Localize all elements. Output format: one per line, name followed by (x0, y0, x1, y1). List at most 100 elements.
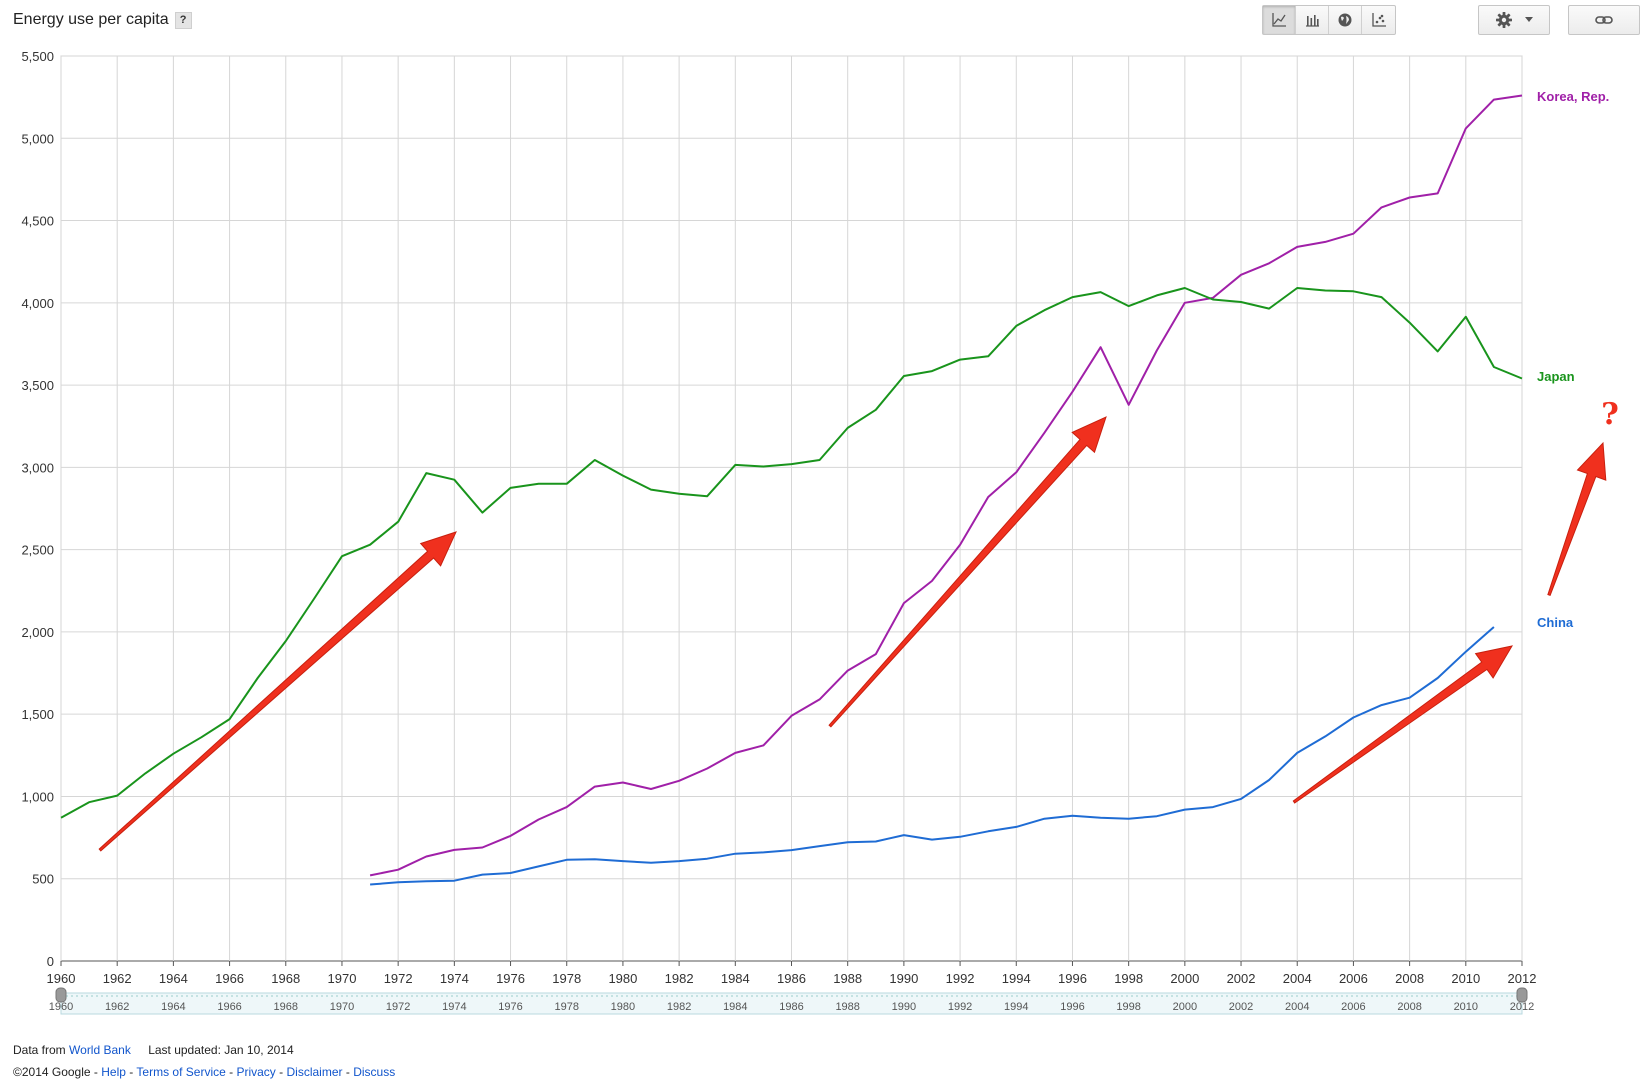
separator: - (279, 1065, 284, 1079)
x-tick-label: 1978 (552, 971, 581, 986)
privacy-link[interactable]: Privacy (236, 1065, 276, 1079)
timeline-tick-label: 2000 (1173, 1001, 1197, 1013)
x-tick-label: 2008 (1395, 971, 1424, 986)
separator: - (93, 1065, 98, 1079)
x-tick-label: 1996 (1058, 971, 1087, 986)
scatter-button[interactable] (1362, 6, 1395, 34)
disclaimer-link[interactable]: Disclaimer (286, 1065, 343, 1079)
timeline-tick-label: 2004 (1285, 1001, 1309, 1013)
timeline-tick-label: 1998 (1116, 1001, 1140, 1013)
help-button[interactable]: ? (174, 11, 192, 29)
x-tick-label: 1970 (328, 971, 357, 986)
separator: - (229, 1065, 234, 1079)
globe-icon (1338, 13, 1352, 27)
timeline-end-handle[interactable] (1516, 987, 1528, 1003)
series-label-china: China (1537, 615, 1574, 630)
bar-chart-button[interactable] (1296, 6, 1329, 34)
chart-header: Energy use per capita ? (13, 11, 192, 29)
gear-icon (1496, 12, 1512, 28)
separator: - (129, 1065, 134, 1079)
discuss-link[interactable]: Discuss (353, 1065, 396, 1079)
help-link[interactable]: Help (101, 1065, 126, 1079)
timeline-tick-label: 1984 (723, 1001, 747, 1013)
terms-link[interactable]: Terms of Service (136, 1065, 226, 1079)
x-tick-label: 1992 (946, 971, 975, 986)
x-tick-label: 1966 (215, 971, 244, 986)
timeline-tick-label: 2012 (1510, 1001, 1534, 1013)
timeline-tick-label: 1976 (498, 1001, 522, 1013)
x-tick-label: 2012 (1508, 971, 1537, 986)
timeline-tick-label: 1964 (161, 1001, 185, 1013)
timeline-tick-label: 1982 (667, 1001, 691, 1013)
timeline-tick-label: 1996 (1060, 1001, 1084, 1013)
line-chart-icon (1272, 13, 1286, 27)
timeline-start-handle[interactable] (55, 987, 67, 1003)
x-tick-label: 2000 (1170, 971, 1199, 986)
x-tick-label: 1960 (47, 971, 76, 986)
series-label-korea: Korea, Rep. (1537, 89, 1609, 104)
x-tick-label: 1968 (271, 971, 300, 986)
separator: - (345, 1065, 350, 1079)
link-button[interactable] (1568, 5, 1640, 35)
timeline-tick-label: 1986 (779, 1001, 803, 1013)
y-tick-label: 5,000 (21, 131, 54, 146)
x-tick-label: 1990 (889, 971, 918, 986)
annotation-question-mark: ? (1601, 397, 1619, 432)
series-label-japan: Japan (1537, 369, 1575, 384)
timeline-tick-label: 1962 (105, 1001, 129, 1013)
timeline-tick-label: 2002 (1229, 1001, 1253, 1013)
timeline-tick-label: 1990 (892, 1001, 916, 1013)
x-tick-label: 1984 (721, 971, 750, 986)
y-tick-label: 3,500 (21, 378, 54, 393)
timeline-tick-label: 1968 (274, 1001, 298, 1013)
x-tick-label: 1998 (1114, 971, 1143, 986)
timeline-tick-label: 1980 (611, 1001, 635, 1013)
annotation-arrow-china (1292, 645, 1514, 804)
timeline-tick-label: 2008 (1397, 1001, 1421, 1013)
x-tick-label: 1964 (159, 971, 188, 986)
x-tick-label: 2010 (1451, 971, 1480, 986)
y-tick-label: 2,000 (21, 625, 54, 640)
copyright-text: ©2014 Google (13, 1065, 91, 1079)
timeline-tick-label: 1992 (948, 1001, 972, 1013)
data-from-text: Data from (13, 1043, 66, 1057)
y-tick-label: 4,000 (21, 296, 54, 311)
timeline-tick-label: 1972 (386, 1001, 410, 1013)
chevron-down-icon (1525, 17, 1533, 22)
y-tick-label: 1,500 (21, 707, 54, 722)
last-updated-text: Last updated: Jan 10, 2014 (148, 1043, 294, 1057)
annotation-arrow-japan (98, 531, 457, 852)
y-tick-label: 500 (32, 872, 54, 887)
bar-chart-icon (1306, 15, 1319, 27)
timeline-tick-label: 2006 (1341, 1001, 1365, 1013)
timeline-tick-label: 1966 (217, 1001, 241, 1013)
world-bank-link[interactable]: World Bank (69, 1043, 131, 1057)
series-line-japan (60, 287, 1523, 819)
y-tick-label: 1,000 (21, 789, 54, 804)
settings-button[interactable] (1478, 5, 1550, 35)
x-tick-label: 1982 (665, 971, 694, 986)
line-chart-button[interactable] (1263, 6, 1296, 34)
timeline-tick-label: 1970 (330, 1001, 354, 1013)
map-button[interactable] (1329, 6, 1362, 34)
chart-type-toolbar (1262, 5, 1396, 35)
series-line-china (370, 626, 1495, 886)
annotation-arrow-korea (828, 416, 1107, 728)
y-tick-label: 4,500 (21, 214, 54, 229)
timeline-tick-label: 1974 (442, 1001, 466, 1013)
x-tick-label: 1976 (496, 971, 525, 986)
x-tick-label: 1986 (777, 971, 806, 986)
x-tick-label: 1974 (440, 971, 469, 986)
x-tick-label: 1980 (608, 971, 637, 986)
scatter-icon (1371, 13, 1386, 27)
y-tick-label: 5,500 (21, 49, 54, 64)
timeline-tick-label: 1988 (835, 1001, 859, 1013)
x-tick-label: 1994 (1002, 971, 1031, 986)
y-tick-label: 3,000 (21, 460, 54, 475)
x-tick-label: 2002 (1227, 971, 1256, 986)
y-tick-label: 2,500 (21, 543, 54, 558)
series-line-korea (369, 94, 1523, 877)
timeline-tick-label: 1978 (554, 1001, 578, 1013)
x-tick-label: 2004 (1283, 971, 1312, 986)
